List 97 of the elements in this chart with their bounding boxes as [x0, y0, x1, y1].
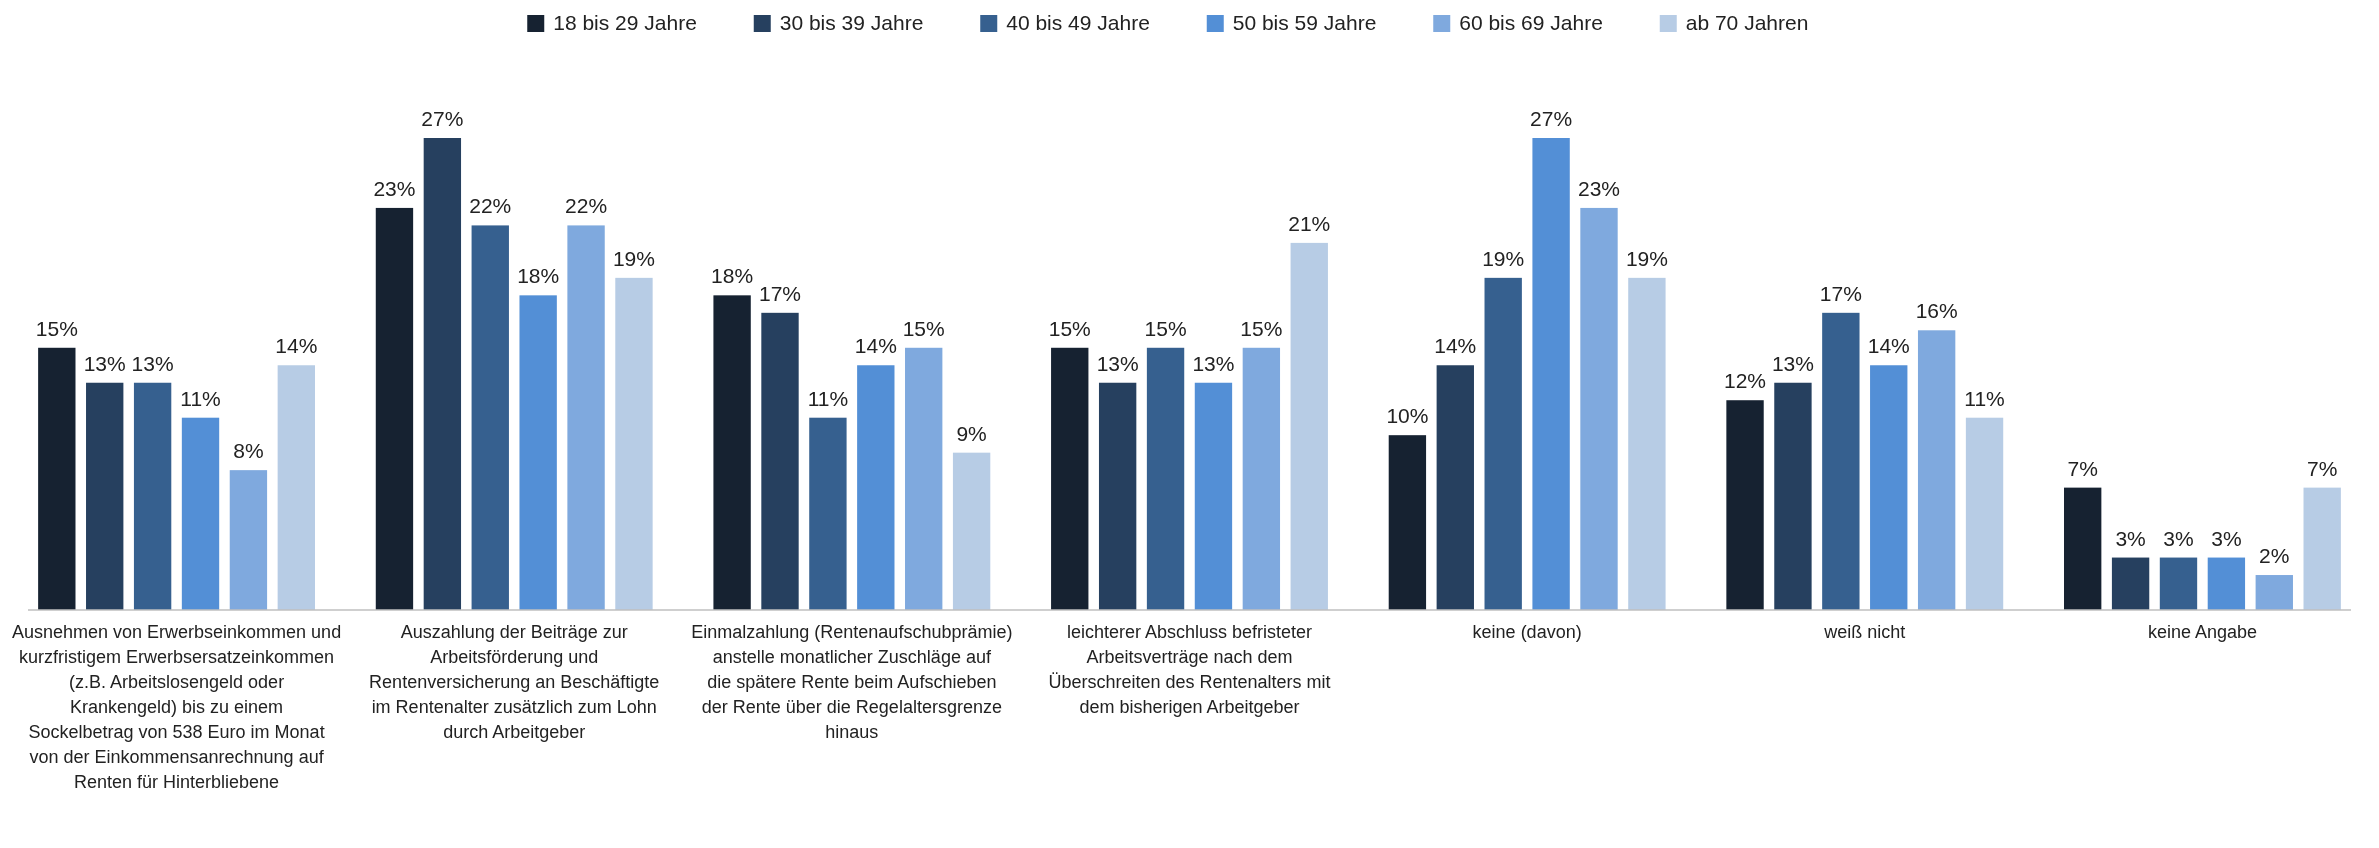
x-tick-label: keine Angabe	[2147, 622, 2257, 642]
data-label: 18%	[711, 264, 754, 288]
bar	[181, 417, 220, 610]
bar	[1484, 277, 1522, 610]
bar	[133, 382, 172, 610]
legend-label: ab 70 Jahren	[1685, 11, 1809, 34]
bar	[38, 347, 76, 610]
data-label: 3%	[2211, 526, 2242, 550]
bar	[713, 295, 751, 610]
bar	[1532, 138, 1570, 610]
bar	[2159, 557, 2198, 610]
bar	[1146, 347, 1185, 610]
data-label: 12%	[1724, 369, 1767, 393]
data-label: 7%	[2067, 456, 2098, 480]
data-label: 14%	[854, 334, 897, 358]
data-label: 13%	[131, 351, 174, 375]
data-label: 13%	[1096, 351, 1139, 375]
bar	[2111, 557, 2150, 610]
legend-label: 40 bis 49 Jahre	[1006, 11, 1150, 34]
data-label: 19%	[1625, 246, 1668, 270]
data-label: 15%	[1048, 316, 1091, 340]
x-tick-label: weiß nicht	[1823, 622, 1906, 642]
bar	[277, 365, 315, 610]
bar	[375, 207, 414, 610]
bar	[519, 295, 557, 610]
data-label: 7%	[2307, 456, 2338, 480]
data-label: 9%	[956, 421, 987, 445]
data-label: 2%	[2259, 544, 2290, 568]
bar	[615, 277, 653, 610]
bar	[761, 312, 799, 610]
data-label: 13%	[83, 351, 126, 375]
data-label: 15%	[1144, 316, 1187, 340]
data-label: 19%	[1482, 246, 1525, 270]
bar	[1870, 365, 1908, 610]
x-tick-label: Einmalzahlung (Rentenaufschubprämie) anstelle monatlicher Zuschläge auf die spätere Rente beim Aufschieben der Rente über die Regelaltersgrenze hinaus	[691, 622, 1013, 742]
bar	[857, 365, 895, 610]
legend-label: 18 bis 29 Jahre	[553, 11, 697, 34]
legend-label: 50 bis 59 Jahre	[1232, 11, 1377, 34]
data-label: 27%	[421, 107, 464, 130]
bar	[2064, 487, 2102, 610]
data-label: 22%	[469, 194, 512, 218]
data-label: 14%	[275, 334, 318, 358]
data-label: 14%	[1434, 334, 1477, 358]
legend-label: 30 bis 39 Jahre	[779, 11, 924, 34]
data-label: 3%	[2115, 526, 2146, 550]
data-label: 11%	[1964, 386, 2005, 410]
bar	[1290, 242, 1328, 610]
data-label: 22%	[565, 194, 608, 218]
data-label: 15%	[902, 316, 945, 340]
data-label: 8%	[233, 439, 264, 463]
data-label: 3%	[2163, 526, 2194, 550]
bar	[1194, 382, 1233, 610]
x-tick-label: leichterer Abschluss befristeter Arbeitsverträge nach dem Überschreiten des Rentenalters mit dem bisherigen Arbeitgeber	[1048, 622, 1331, 717]
data-label: 16%	[1915, 299, 1958, 323]
data-label: 23%	[373, 176, 416, 200]
bar	[1580, 207, 1618, 610]
bar	[952, 452, 991, 610]
data-label: 17%	[758, 281, 802, 305]
data-label: 11%	[807, 386, 849, 410]
data-label: 14%	[1867, 334, 1910, 358]
x-tick-label: Ausnehmen von Erwerbseinkommen und kurzfristigem Erwerbsersatzeinkommen (z.B. Arbeitslosengeld oder Krankengeld) bis zu einem Sockelbetrag von 538 Euro im Monat von der Einkommensanrechnung auf Renten für Hinterbliebene	[11, 622, 342, 792]
bar	[1242, 347, 1281, 610]
data-label: 10%	[1386, 404, 1429, 428]
bar	[905, 347, 943, 610]
data-label: 15%	[35, 316, 78, 340]
bar	[1726, 400, 1764, 610]
bar	[423, 138, 462, 610]
bar	[471, 225, 509, 610]
bar	[1774, 382, 1812, 610]
bar	[1965, 417, 2004, 610]
bar	[809, 417, 847, 610]
data-label: 13%	[1192, 351, 1235, 375]
data-label: 27%	[1530, 107, 1573, 130]
data-label: 23%	[1577, 176, 1621, 200]
bar	[1822, 312, 1860, 610]
data-label: 18%	[517, 264, 560, 288]
data-label: 11%	[180, 386, 221, 410]
data-label: 15%	[1240, 316, 1283, 340]
bar	[1917, 330, 1956, 610]
legend-label: 60 bis 69 Jahre	[1459, 11, 1603, 34]
bar	[1436, 365, 1474, 610]
data-label: 13%	[1771, 351, 1814, 375]
bar	[229, 470, 268, 610]
x-tick-label: Auszahlung der Beiträge zur Arbeitsförderung und Rentenversicherung an Beschäftigte im Rentenalter zusätzlich zum Lohn durch Arbeitgeber	[369, 622, 660, 742]
bar	[1098, 382, 1137, 610]
x-tick-label: keine (davon)	[1472, 622, 1582, 642]
data-label: 19%	[612, 246, 655, 270]
bar	[1628, 277, 1666, 610]
data-label: 21%	[1288, 211, 1331, 235]
bar	[1051, 347, 1089, 610]
bar	[86, 382, 124, 610]
bar	[567, 225, 605, 610]
data-label: 17%	[1819, 281, 1862, 305]
bar	[2255, 575, 2293, 610]
bar	[2303, 487, 2341, 610]
bar	[1388, 435, 1427, 610]
bar	[2207, 557, 2246, 610]
